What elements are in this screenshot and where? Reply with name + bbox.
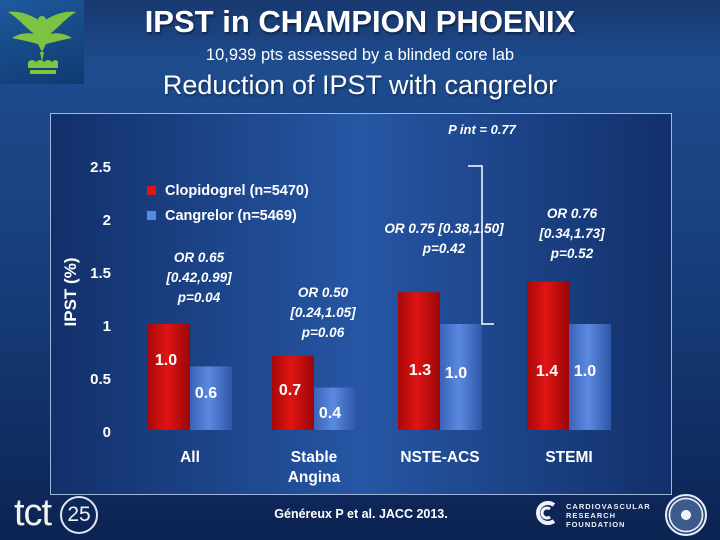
legend-entry: Clopidogrel (n=5470) (165, 183, 309, 199)
slide-title: IPST in CHAMPION PHOENIX (144, 4, 576, 39)
x-category-label: Angina (288, 469, 341, 486)
odds-ratio-annotation: p=0.04 (177, 290, 221, 305)
phoenix-logo-icon (8, 11, 76, 74)
phoenix-logo (0, 0, 84, 84)
tct-25-badge: 25 (60, 496, 98, 534)
bar-value-label: 1.3 (409, 362, 431, 379)
bar-value-label: 0.6 (195, 385, 217, 402)
legend-swatch (147, 211, 156, 220)
crf-line-3: FOUNDATION (566, 520, 626, 529)
citation: Généreux P et al. JACC 2013. (274, 507, 448, 521)
odds-ratio-annotation: OR 0.50 (298, 285, 349, 300)
y-axis-label: IPST (%) (61, 258, 80, 327)
odds-ratio-annotation: p=0.06 (301, 325, 345, 340)
bar-clopidogrel (527, 281, 569, 430)
y-tick-label: 0.5 (90, 371, 111, 388)
bar-clopidogrel (272, 355, 314, 430)
odds-ratio-annotation: OR 0.75 [0.38,1.50] (384, 221, 504, 236)
bar-cangrelor (569, 324, 611, 430)
x-category-label: All (180, 449, 200, 466)
odds-ratio-annotation: [0.42,0.99] (165, 270, 232, 285)
odds-ratio-annotation: OR 0.65 (174, 250, 225, 265)
bar-value-label: 0.7 (279, 382, 301, 399)
y-tick-label: 0 (103, 424, 111, 441)
seal-icon (665, 494, 707, 536)
slide-subtitle: 10,939 pts assessed by a blinded core la… (205, 46, 515, 64)
bar-value-label: 0.4 (319, 405, 341, 422)
bar-cangrelor (190, 366, 232, 430)
bar-value-label: 1.4 (536, 363, 558, 380)
bar-value-label: 1.0 (155, 352, 177, 369)
odds-ratio-annotation: OR 0.76 (547, 206, 598, 221)
x-category-label: Stable (291, 449, 338, 466)
tct-logo-text: tct (14, 492, 52, 534)
y-tick-label: 1.5 (90, 265, 111, 282)
bar-cangrelor (440, 324, 482, 430)
interaction-bracket (468, 165, 494, 325)
bar-clopidogrel (398, 292, 440, 430)
y-tick-label: 1 (103, 318, 111, 335)
crf-line-2: RESEARCH (566, 511, 617, 520)
odds-ratio-annotation: [0.24,1.05] (289, 305, 356, 320)
x-category-label: STEMI (545, 449, 592, 466)
y-tick-label: 2 (103, 212, 111, 229)
crf-org-name: CARDIOVASCULAR RESEARCH FOUNDATION (566, 502, 651, 529)
odds-ratio-annotation: p=0.52 (550, 246, 594, 261)
legend-swatch (147, 186, 156, 195)
interaction-p-value: P int = 0.77 (448, 122, 517, 137)
bar-value-label: 1.0 (574, 363, 596, 380)
y-tick-label: 2.5 (90, 159, 111, 176)
bar-cangrelor (314, 387, 356, 430)
x-category-label: NSTE-ACS (400, 449, 479, 466)
legend-entry: Cangrelor (n=5469) (165, 208, 297, 224)
crf-line-1: CARDIOVASCULAR (566, 502, 651, 511)
chart-heading: Reduction of IPST with cangrelor (162, 70, 558, 100)
bar-value-label: 1.0 (445, 365, 467, 382)
crf-logo-icon (536, 501, 556, 525)
odds-ratio-annotation: [0.34,1.73] (538, 226, 605, 241)
bar-clopidogrel (148, 324, 190, 430)
odds-ratio-annotation: p=0.42 (422, 241, 466, 256)
